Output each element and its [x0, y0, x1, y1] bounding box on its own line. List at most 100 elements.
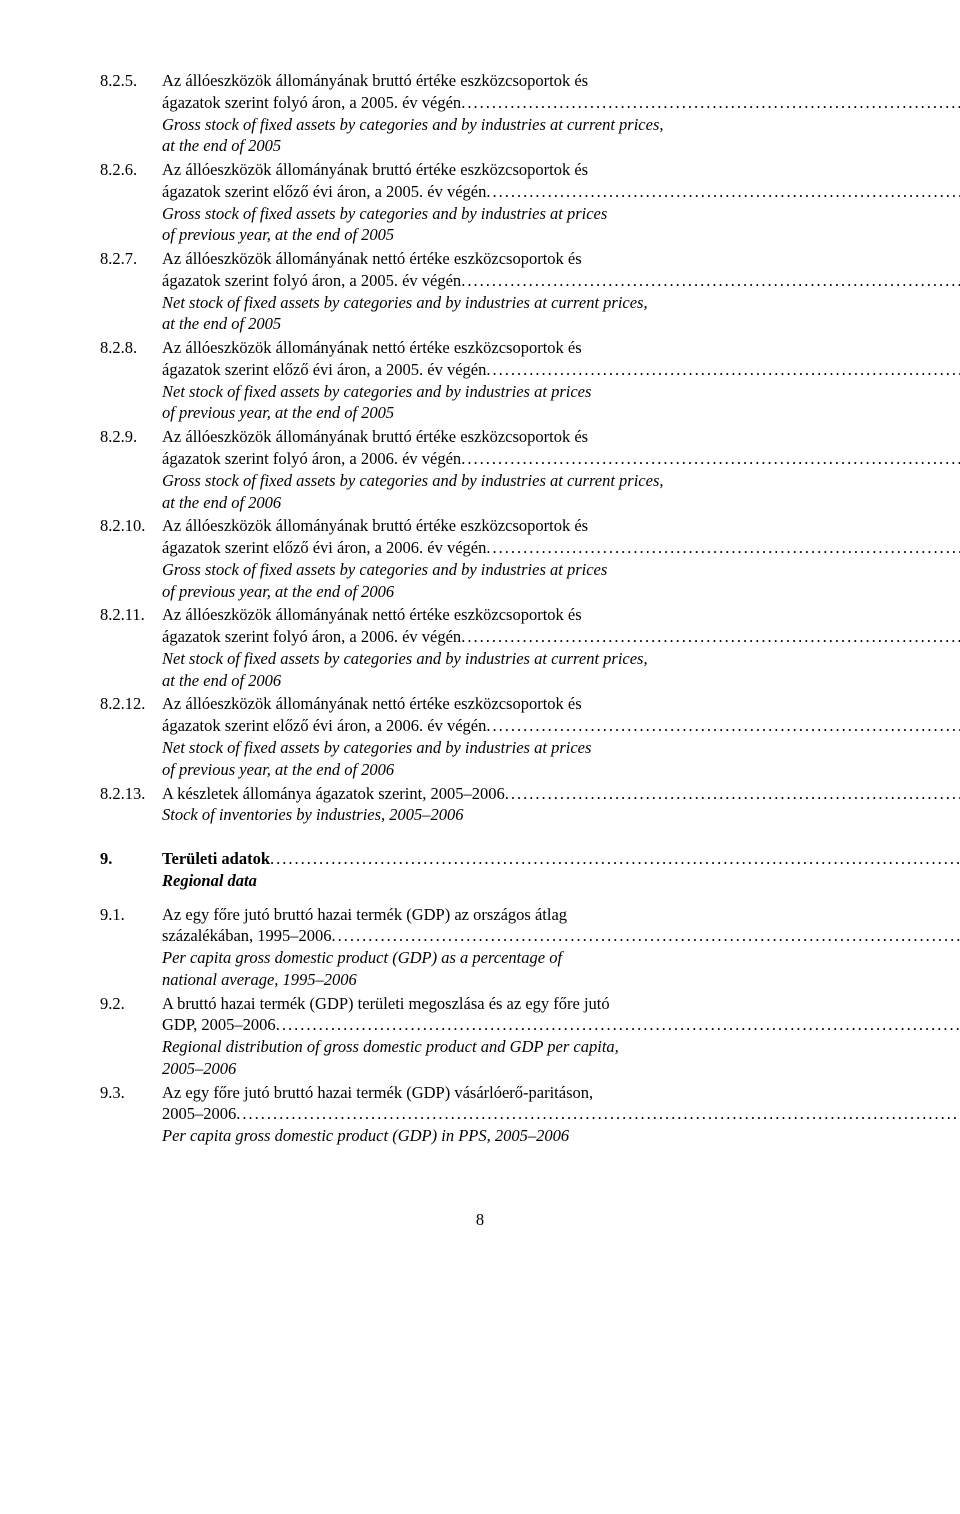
toc-subtitle-text: at the end of 2005	[162, 135, 860, 157]
toc-subtitle-text: national average, 1995–2006	[162, 969, 860, 991]
toc-title-row: 8.2.8.Az állóeszközök állományának nettó…	[100, 337, 860, 359]
toc-subtitle-row: Gross stock of fixed assets by categorie…	[100, 203, 860, 225]
toc-title-text: A készletek állománya ágazatok szerint, …	[162, 783, 505, 805]
toc-title-text: ágazatok szerint előző évi áron, a 2005.…	[162, 359, 486, 381]
toc-title-text: Az egy főre jutó bruttó hazai termék (GD…	[162, 1082, 860, 1104]
toc-title-row: 8.2.11.Az állóeszközök állományának nett…	[100, 604, 860, 626]
toc-entry-number: 8.2.5.	[100, 70, 162, 92]
toc-subtitle-text: at the end of 2006	[162, 492, 860, 514]
toc-entry-number: 8.2.10.	[100, 515, 162, 537]
toc-title-last-line: ágazatok szerint folyó áron, a 2005. év …	[162, 92, 960, 114]
toc-entry-number: 8.2.6.	[100, 159, 162, 181]
toc-subtitle-row: Per capita gross domestic product (GDP) …	[100, 1125, 860, 1147]
toc-entry-number: 9.1.	[100, 904, 162, 926]
toc-title-row: 2005–2006...............................…	[100, 1103, 860, 1125]
toc-leader-dots: ........................................…	[486, 181, 960, 203]
toc-subtitle-row: of previous year, at the end of 2005	[100, 224, 860, 246]
toc-leader-dots: ........................................…	[486, 715, 960, 737]
toc-title-text: 2005–2006	[162, 1103, 236, 1125]
toc-title-text: Az állóeszközök állományának bruttó érté…	[162, 70, 860, 92]
toc-entry-number: 8.2.8.	[100, 337, 162, 359]
toc-subtitle-text: of previous year, at the end of 2005	[162, 224, 860, 246]
toc-title-row: ágazatok szerint előző évi áron, a 2006.…	[100, 537, 860, 559]
toc-subtitle-row: 2005–2006	[100, 1058, 860, 1080]
toc-title-row: 8.2.6.Az állóeszközök állományának brutt…	[100, 159, 860, 181]
toc-container: 8.2.5.Az állóeszközök állományának brutt…	[100, 70, 860, 1147]
toc-entry-number: 8.2.13.	[100, 783, 162, 805]
toc-entry: 8.2.5.Az állóeszközök állományának brutt…	[100, 70, 860, 157]
toc-subtitle-text: Net stock of fixed assets by categories …	[162, 737, 860, 759]
toc-title-text: ágazatok szerint folyó áron, a 2006. év …	[162, 626, 461, 648]
toc-entry: 8.2.10.Az állóeszközök állományának brut…	[100, 515, 860, 602]
toc-entry-number: 9.3.	[100, 1082, 162, 1104]
toc-subtitle-text: Regional data	[162, 870, 860, 892]
toc-subtitle-text: Gross stock of fixed assets by categorie…	[162, 470, 860, 492]
toc-title-text: Az állóeszközök állományának bruttó érté…	[162, 515, 860, 537]
toc-title-row: ágazatok szerint folyó áron, a 2006. év …	[100, 448, 860, 470]
toc-title-text: ágazatok szerint folyó áron, a 2005. év …	[162, 270, 461, 292]
toc-title-last-line: ágazatok szerint előző évi áron, a 2006.…	[162, 715, 960, 737]
toc-subtitle-row: of previous year, at the end of 2006	[100, 581, 860, 603]
toc-leader-dots: ........................................…	[461, 92, 960, 114]
toc-title-row: ágazatok szerint előző évi áron, a 2005.…	[100, 181, 860, 203]
toc-leader-dots: ........................................…	[486, 537, 960, 559]
toc-leader-dots: ........................................…	[505, 783, 960, 805]
toc-title-text: Az állóeszközök állományának nettó érték…	[162, 693, 860, 715]
toc-title-row: 9.3.Az egy főre jutó bruttó hazai termék…	[100, 1082, 860, 1104]
toc-subtitle-row: at the end of 2005	[100, 313, 860, 335]
toc-subtitle-row: at the end of 2006	[100, 492, 860, 514]
toc-subtitle-row: national average, 1995–2006	[100, 969, 860, 991]
toc-subtitle-row: at the end of 2006	[100, 670, 860, 692]
toc-leader-dots: ........................................…	[461, 626, 960, 648]
toc-entry: 8.2.12.Az állóeszközök állományának nett…	[100, 693, 860, 780]
toc-title-text: ágazatok szerint előző évi áron, a 2006.…	[162, 715, 486, 737]
toc-leader-dots: ........................................…	[461, 270, 960, 292]
toc-subtitle-text: of previous year, at the end of 2005	[162, 402, 860, 424]
toc-title-text: A bruttó hazai termék (GDP) területi meg…	[162, 993, 860, 1015]
toc-entry-number: 8.2.7.	[100, 248, 162, 270]
toc-entry: 8.2.9.Az állóeszközök állományának brutt…	[100, 426, 860, 513]
toc-title-text: Az egy főre jutó bruttó hazai termék (GD…	[162, 904, 860, 926]
toc-title-text: százalékában, 1995–2006	[162, 925, 332, 947]
toc-title-last-line: ágazatok szerint folyó áron, a 2006. év …	[162, 626, 960, 648]
toc-title-row: 8.2.7.Az állóeszközök állományának nettó…	[100, 248, 860, 270]
page-number: 8	[100, 1209, 860, 1231]
toc-title-row: ágazatok szerint előző évi áron, a 2005.…	[100, 359, 860, 381]
toc-subtitle-text: at the end of 2006	[162, 670, 860, 692]
toc-title-text: GDP, 2005–2006	[162, 1014, 276, 1036]
toc-subtitle-row: Gross stock of fixed assets by categorie…	[100, 114, 860, 136]
toc-subtitle-text: of previous year, at the end of 2006	[162, 581, 860, 603]
toc-title-row: GDP, 2005–2006..........................…	[100, 1014, 860, 1036]
toc-subtitle-text: Gross stock of fixed assets by categorie…	[162, 114, 860, 136]
toc-title-row: 9.Területi adatok.......................…	[100, 848, 860, 870]
toc-title-last-line: ágazatok szerint folyó áron, a 2006. év …	[162, 448, 960, 470]
toc-subtitle-text: Gross stock of fixed assets by categorie…	[162, 559, 860, 581]
toc-title-row: 8.2.5.Az állóeszközök állományának brutt…	[100, 70, 860, 92]
toc-title-last-line: százalékában, 1995–2006.................…	[162, 925, 960, 947]
toc-subtitle-text: Net stock of fixed assets by categories …	[162, 648, 860, 670]
toc-title-row: ágazatok szerint folyó áron, a 2005. év …	[100, 270, 860, 292]
toc-entry: 9.2.A bruttó hazai termék (GDP) területi…	[100, 993, 860, 1080]
toc-title-row: 8.2.10.Az állóeszközök állományának brut…	[100, 515, 860, 537]
toc-title-last-line: ágazatok szerint előző évi áron, a 2005.…	[162, 181, 960, 203]
toc-subtitle-text: of previous year, at the end of 2006	[162, 759, 860, 781]
toc-entry-number: 9.2.	[100, 993, 162, 1015]
toc-subtitle-row: of previous year, at the end of 2005	[100, 402, 860, 424]
toc-title-text: ágazatok szerint folyó áron, a 2006. év …	[162, 448, 461, 470]
toc-title-row: százalékában, 1995–2006.................…	[100, 925, 860, 947]
toc-title-text: Az állóeszközök állományának bruttó érté…	[162, 159, 860, 181]
toc-title-last-line: A készletek állománya ágazatok szerint, …	[162, 783, 960, 805]
toc-title-row: ágazatok szerint folyó áron, a 2005. év …	[100, 92, 860, 114]
toc-subtitle-row: Gross stock of fixed assets by categorie…	[100, 470, 860, 492]
toc-subtitle-text: 2005–2006	[162, 1058, 860, 1080]
toc-entry: 9.Területi adatok.......................…	[100, 848, 860, 892]
toc-title-text: ágazatok szerint előző évi áron, a 2005.…	[162, 181, 486, 203]
toc-title-text: ágazatok szerint folyó áron, a 2005. év …	[162, 92, 461, 114]
toc-entry: 8.2.8.Az állóeszközök állományának nettó…	[100, 337, 860, 424]
toc-entry-number: 9.	[100, 848, 162, 870]
toc-title-row: 8.2.13.A készletek állománya ágazatok sz…	[100, 783, 860, 805]
toc-subtitle-text: Net stock of fixed assets by categories …	[162, 292, 860, 314]
toc-subtitle-row: Regional data	[100, 870, 860, 892]
toc-title-last-line: ágazatok szerint előző évi áron, a 2006.…	[162, 537, 960, 559]
toc-title-last-line: ágazatok szerint előző évi áron, a 2005.…	[162, 359, 960, 381]
